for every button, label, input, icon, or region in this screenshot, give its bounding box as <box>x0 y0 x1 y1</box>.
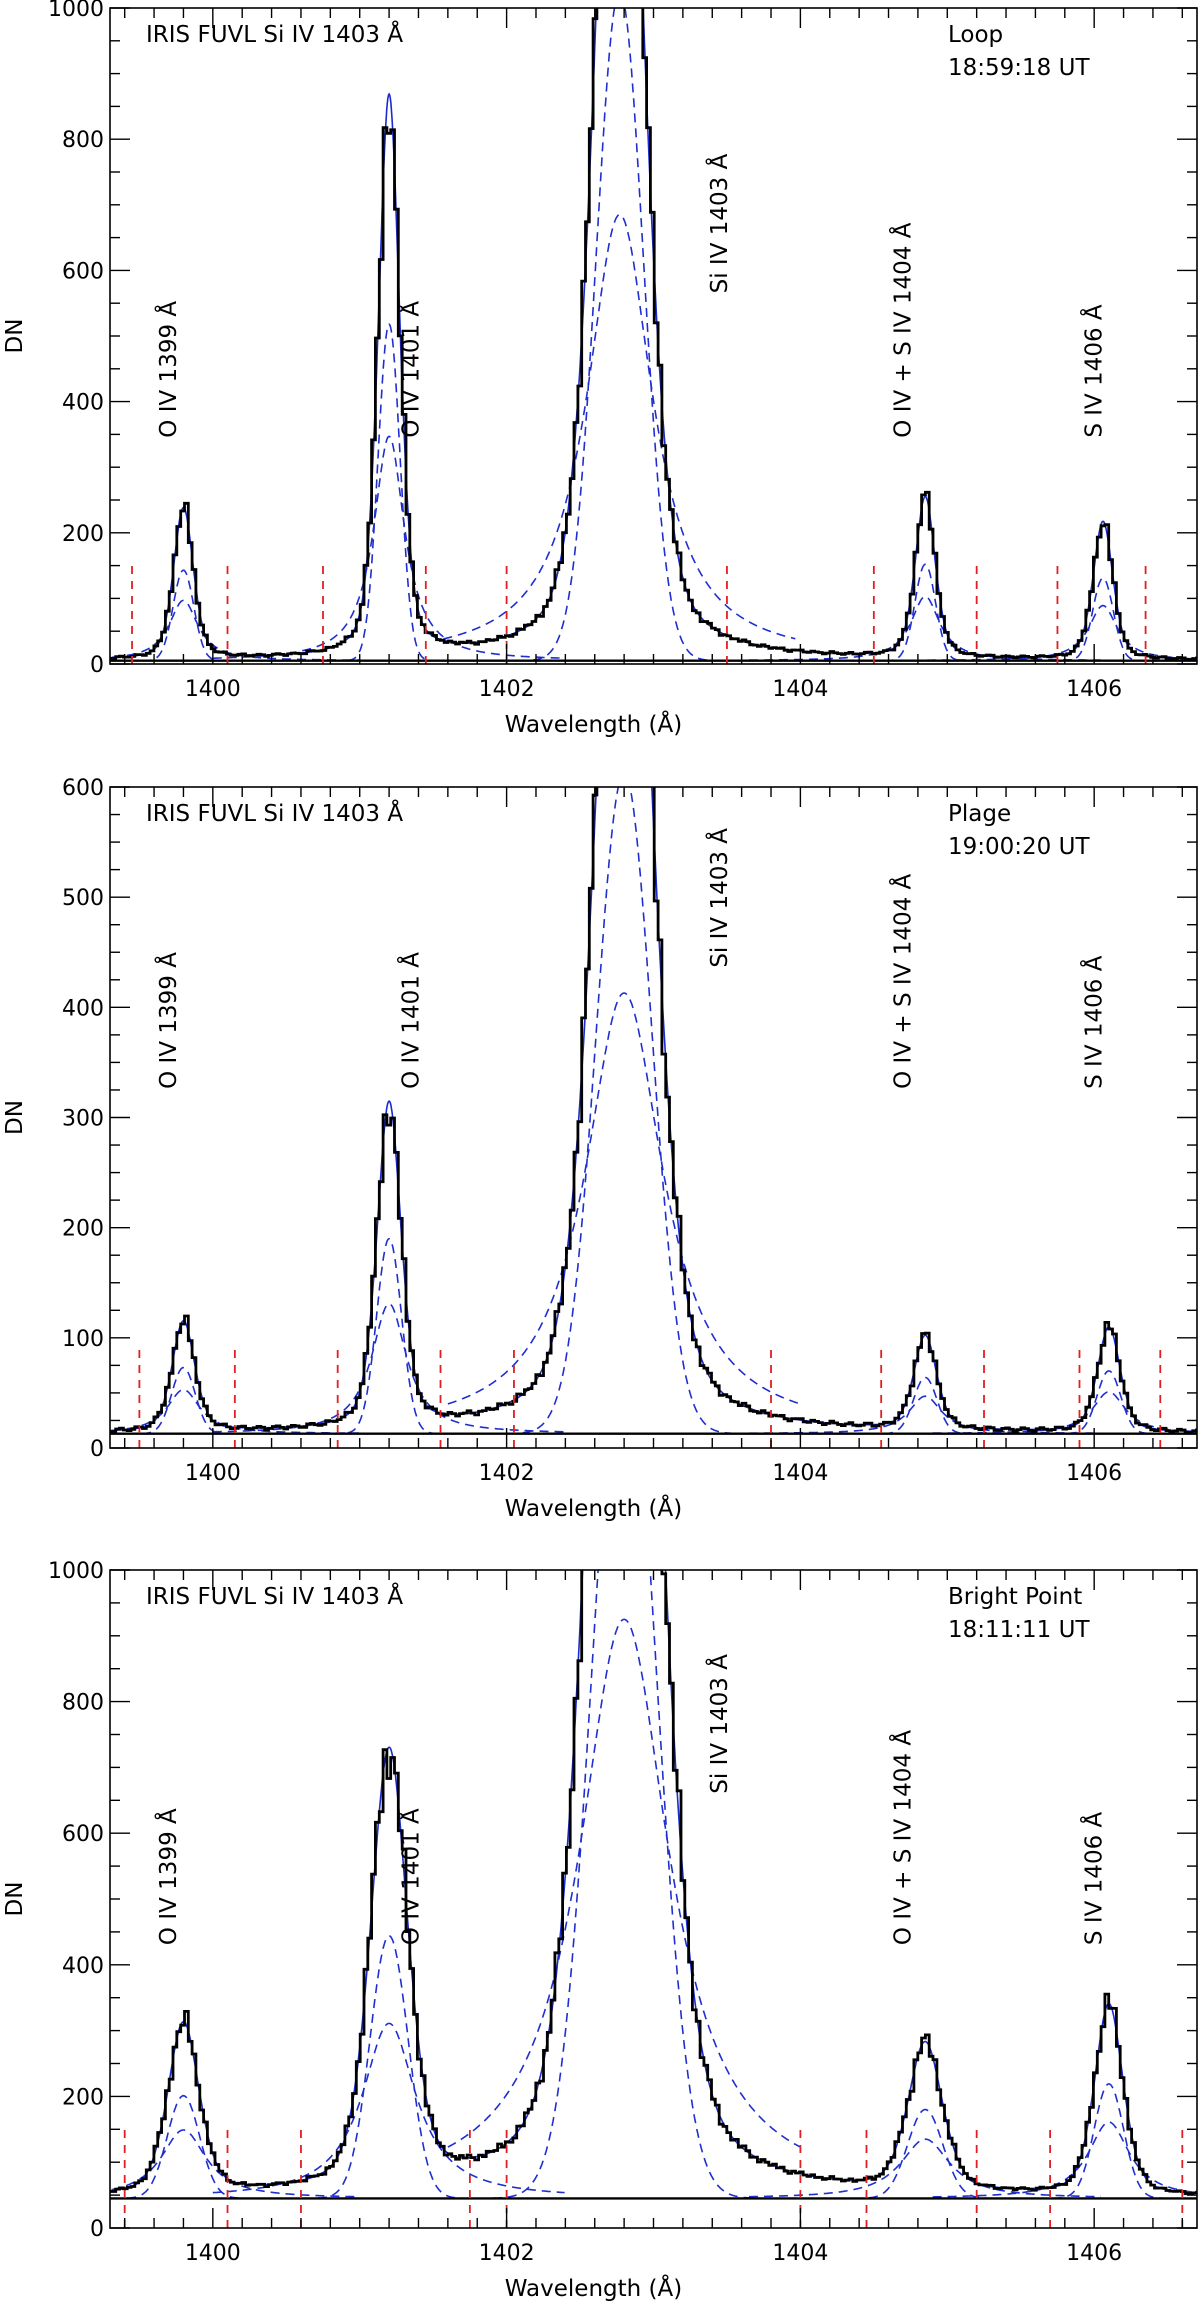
observed-spectrum <box>110 1570 1197 2196</box>
fit-component-2-1 <box>212 1934 565 2200</box>
fit-component-5-2 <box>926 604 1197 661</box>
fit-component-1-1 <box>110 2094 359 2200</box>
x-tick-label: 1402 <box>479 2241 535 2266</box>
spectral-line-label: O IV 1399 Å <box>154 1808 182 1945</box>
fit-component-4-1 <box>749 2108 1101 2200</box>
plot-area <box>110 8 1197 664</box>
fit-component-5-1 <box>932 1370 1197 1435</box>
fit-component-2-2 <box>212 435 565 659</box>
y-tick-label: 600 <box>62 1822 104 1847</box>
total-fit-line <box>110 8 1197 660</box>
y-tick-label: 200 <box>62 1217 104 1242</box>
axes-frame <box>109 7 1198 665</box>
fit-component-2-2 <box>212 1302 565 1433</box>
spectral-line-label: O IV 1399 Å <box>154 952 182 1089</box>
x-tick-label: 1406 <box>1066 2241 1122 2266</box>
x-tick-label: 1406 <box>1066 1461 1122 1486</box>
spectral-line-label: Si IV 1403 Å <box>705 828 733 968</box>
x-tick-label: 1402 <box>479 1461 535 1486</box>
y-tick-label: 0 <box>90 2217 104 2242</box>
fit-component-3-2 <box>447 992 800 1405</box>
y-tick-label: 0 <box>90 1437 104 1462</box>
y-tick-label: 1000 <box>48 1559 104 1584</box>
y-axis-label: DN <box>2 1100 28 1135</box>
x-tick-label: 1406 <box>1066 677 1122 702</box>
time-label: 18:59:18 UT <box>948 55 1090 81</box>
y-tick-label: 100 <box>62 1327 104 1352</box>
fit-component-5-1 <box>932 2083 1197 2200</box>
x-axis-label: Wavelength (Å) <box>505 2274 682 2302</box>
spectral-line-label: O IV 1399 Å <box>154 301 182 438</box>
y-tick-label: 400 <box>62 391 104 416</box>
y-tick-label: 500 <box>62 886 104 911</box>
y-tick-label: 600 <box>62 776 104 801</box>
spectral-line-label: S IV 1406 Å <box>1080 304 1108 438</box>
x-axis-label: Wavelength (Å) <box>505 710 682 738</box>
chart-title: IRIS FUVL Si IV 1403 Å <box>146 799 403 827</box>
fit-component-5-1 <box>926 577 1197 662</box>
y-tick-label: 800 <box>62 128 104 153</box>
spectral-line-label: S IV 1406 Å <box>1080 1811 1108 1945</box>
chart-title: IRIS FUVL Si IV 1403 Å <box>146 1582 403 1610</box>
y-axis-label: DN <box>2 319 28 354</box>
x-tick-label: 1400 <box>185 677 241 702</box>
chart-panel-1: 1400 1402 1404 1406 0 200 400 600 800 1000 Wavelen… <box>2 0 1198 738</box>
y-tick-label: 200 <box>62 522 104 547</box>
observed-spectrum <box>110 8 1197 661</box>
fit-component-2-2 <box>212 2022 565 2194</box>
fit-component-4-1 <box>749 1376 1101 1435</box>
chart-panel-2: 1400 1402 1404 1406 0 100 200 300 400 500 600 Wavel… <box>2 776 1198 1522</box>
y-axis-label: DN <box>2 1882 28 1917</box>
x-tick-label: 1402 <box>479 677 535 702</box>
spectral-line-label: O IV 1401 Å <box>396 952 424 1089</box>
x-tick-label: 1404 <box>772 677 828 702</box>
fit-component-4-2 <box>749 2138 1101 2198</box>
spectral-line-label: O IV + S IV 1404 Å <box>889 873 917 1088</box>
observed-spectrum <box>110 787 1197 1434</box>
fit-component-4-1 <box>749 563 1101 662</box>
y-tick-label: 0 <box>90 653 104 678</box>
spectral-line-label: O IV + S IV 1404 Å <box>889 1730 917 1945</box>
spectral-line-label: Si IV 1403 Å <box>705 1654 733 1794</box>
spectral-line-label: O IV + S IV 1404 Å <box>889 222 917 437</box>
time-label: 19:00:20 UT <box>948 834 1090 860</box>
y-tick-label: 600 <box>62 259 104 284</box>
region-label: Bright Point <box>948 1584 1082 1610</box>
spectral-line-label: O IV 1401 Å <box>396 301 424 438</box>
x-tick-label: 1400 <box>185 1461 241 1486</box>
region-label: Plage <box>948 801 1011 827</box>
fit-component-3-2 <box>443 213 796 640</box>
y-tick-label: 300 <box>62 1107 104 1132</box>
x-tick-label: 1404 <box>772 2241 828 2266</box>
spectral-line-label: Si IV 1403 Å <box>705 153 733 293</box>
plot-area <box>110 1570 1197 2228</box>
fit-component-1-2 <box>110 2129 360 2198</box>
region-label: Loop <box>948 22 1003 48</box>
time-label: 18:11:11 UT <box>948 1617 1090 1643</box>
x-tick-label: 1400 <box>185 2241 241 2266</box>
fit-component-3-1 <box>447 787 800 1435</box>
spectral-line-label: S IV 1406 Å <box>1080 955 1108 1089</box>
chart-title: IRIS FUVL Si IV 1403 Å <box>146 20 403 48</box>
chart-panel-3: 1400 1402 1404 1406 0 200 400 600 800 1000 Wavelen… <box>2 1559 1198 2302</box>
x-axis-label: Wavelength (Å) <box>505 1494 682 1522</box>
y-tick-label: 400 <box>62 1954 104 1979</box>
spectral-line-label: O IV 1401 Å <box>396 1808 424 1945</box>
fit-component-2-1 <box>212 323 565 662</box>
y-tick-label: 400 <box>62 996 104 1021</box>
fit-component-3-1 <box>443 8 796 662</box>
y-tick-label: 1000 <box>48 0 104 22</box>
y-tick-label: 800 <box>62 1691 104 1716</box>
y-tick-label: 200 <box>62 2085 104 2110</box>
total-fit-line <box>110 1570 1197 2194</box>
fit-component-1-1 <box>110 569 359 662</box>
plot-area <box>110 787 1197 1448</box>
fit-component-4-2 <box>749 1395 1101 1434</box>
x-tick-label: 1404 <box>772 1461 828 1486</box>
fit-component-4-2 <box>749 595 1101 661</box>
axes-frame <box>109 1569 1198 2229</box>
fit-component-3-2 <box>447 1618 801 2148</box>
